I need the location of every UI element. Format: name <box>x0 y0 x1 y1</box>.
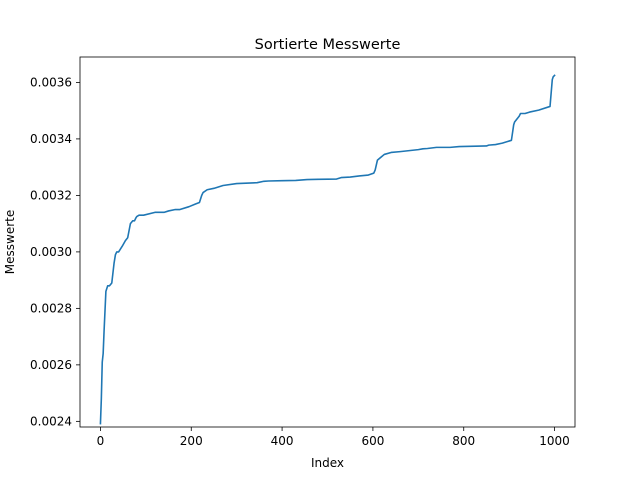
y-tick-label: 0.0026 <box>30 358 72 372</box>
x-tick-label: 0 <box>97 434 105 448</box>
y-tick-label: 0.0030 <box>30 245 72 259</box>
x-axis: 0 200 400 600 800 1000 <box>97 427 570 448</box>
y-axis-label: Messwerte <box>3 210 17 274</box>
x-tick-label: 600 <box>361 434 384 448</box>
y-axis: 0.0024 0.0026 0.0028 0.0030 0.0032 0.0034 0.00… <box>30 75 80 428</box>
series-line-0 <box>99 74 556 425</box>
chart-title: Sortierte Messwerte <box>255 37 401 53</box>
y-tick-label: 0.0028 <box>30 301 72 315</box>
plot-background <box>80 57 575 427</box>
plot-frame <box>79 56 576 428</box>
y-tick-label: 0.0034 <box>30 132 72 146</box>
y-tick-label: 0.0024 <box>30 414 72 428</box>
x-axis-label: Index <box>311 456 344 470</box>
x-tick-label: 1000 <box>539 434 570 448</box>
x-tick-label: 400 <box>271 434 294 448</box>
x-tick-label: 800 <box>452 434 475 448</box>
series-layer <box>99 74 556 425</box>
y-tick-label: 0.0032 <box>30 188 72 202</box>
y-tick-label: 0.0036 <box>30 75 72 89</box>
x-tick-label: 200 <box>180 434 203 448</box>
